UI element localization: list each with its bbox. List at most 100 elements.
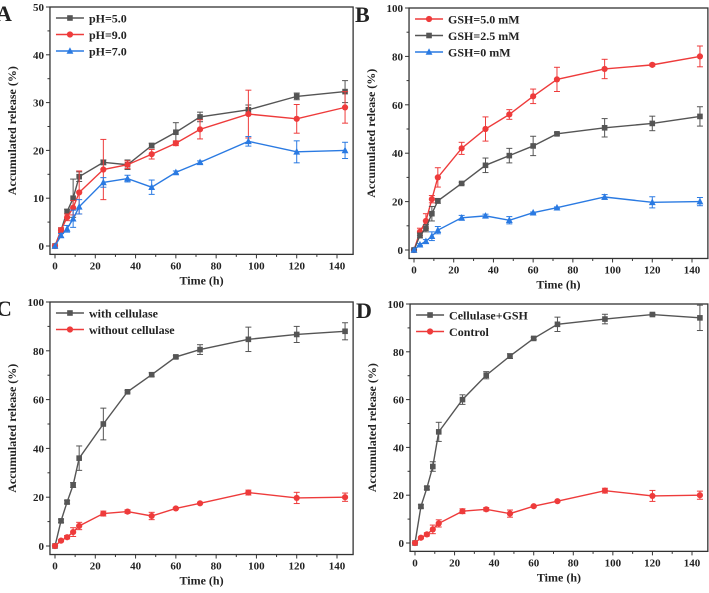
plot-frame [49,6,354,256]
circle-marker [428,196,435,203]
triangle-marker [75,203,83,210]
x-axis-label: Time (h) [179,273,223,287]
x-tick-label: 60 [170,561,182,573]
triangle-marker [410,246,418,253]
x-tick-label: 40 [488,264,500,276]
x-tick-label: 120 [288,260,305,272]
square-marker [427,312,433,318]
series-cellulase-gsh [412,304,703,546]
series-control [411,487,704,547]
x-tick-label: 80 [211,561,223,573]
square-marker [245,336,252,343]
panel-label: C [0,296,12,321]
y-tick-label: 100 [27,297,44,309]
circle-marker [553,76,561,83]
y-tick-label: 40 [33,443,45,455]
square-marker [124,388,131,395]
x-axis-label: Time (h) [179,574,223,588]
x-tick-label: 80 [568,557,580,569]
triangle-marker [458,214,466,221]
square-marker [649,311,656,318]
y-tick-label: 40 [392,148,404,160]
square-marker [100,421,107,427]
triangle-marker [648,198,656,206]
legend-label: GSH=0 mM [448,46,511,60]
triangle-marker [196,158,204,166]
y-tick-label: 80 [33,346,45,358]
square-marker [417,232,423,239]
circle-marker [57,227,65,234]
panel-label: D [356,298,372,323]
y-axis-label: Accumulated release (%) [5,66,19,195]
x-tick-label: 100 [604,264,621,276]
x-tick-label: 140 [684,264,701,276]
series-gsh-0-mm [410,193,704,253]
panel-A: 0 20 40 60 80 100 120 140 0 10 20 30 40 50 Time (h) Acc… [0,1,354,287]
triangle-marker [416,240,424,248]
triangle-marker [244,137,252,145]
x-tick-label: 40 [130,561,142,573]
y-tick-label: 50 [33,2,45,14]
triangle-marker [425,48,433,55]
legend-label: GSH=2.5 mM [448,29,520,43]
x-tick-label: 20 [448,264,460,276]
square-marker [601,124,608,131]
triangle-marker [124,174,131,182]
x-tick-label: 120 [288,561,305,573]
square-marker [70,195,76,201]
circle-marker [57,537,65,544]
circle-marker [426,328,434,335]
square-marker [148,371,155,378]
x-tick-label: 0 [412,557,418,569]
circle-marker [434,174,441,181]
y-tick-label: 100 [388,299,405,311]
circle-marker [172,505,179,512]
square-marker [530,335,537,342]
circle-marker [530,503,537,510]
circle-marker [245,110,252,118]
x-tick-label: 40 [489,557,501,569]
circle-marker [245,489,252,496]
square-marker [342,328,348,335]
circle-marker [76,189,83,196]
x-tick-label: 40 [130,260,142,272]
x-tick-label: 60 [528,264,540,276]
y-tick-label: 100 [387,3,404,15]
panel-B: 0 20 40 60 80 100 120 140 0 20 40 60 80 100 Time (h) Ac… [355,2,709,291]
circle-marker [148,151,155,158]
legend-item: GSH=5.0 mM [415,13,520,27]
square-marker [482,162,489,169]
square-marker [507,353,513,359]
circle-marker [76,522,83,530]
triangle-marker [529,208,537,216]
panel-D: 0 20 40 60 80 100 120 140 0 20 40 60 80 100 Time (h) Ac… [356,298,709,584]
square-marker [435,198,441,204]
circle-marker [63,534,71,541]
x-tick-label: 120 [644,557,661,569]
y-tick-label: 20 [33,145,45,157]
legend-label: pH=7.0 [89,45,127,59]
square-marker [458,180,465,187]
plot-frame [409,303,709,553]
circle-marker [100,166,107,173]
x-tick-label: 20 [90,260,102,272]
circle-marker [458,145,465,152]
circle-marker [293,494,300,502]
triangle-marker [553,203,561,211]
x-tick-label: 100 [248,260,265,272]
circle-marker [172,140,179,147]
square-marker [173,129,179,136]
square-marker [649,120,656,127]
square-marker [58,518,64,524]
series-gsh-2-5-mm [411,106,703,253]
square-marker [554,321,561,328]
triangle-marker [428,232,436,240]
circle-marker [124,508,131,515]
triangle-marker [99,178,107,186]
x-tick-label: 80 [211,260,223,272]
triangle-marker [63,224,71,232]
y-tick-label: 20 [392,197,404,209]
legend-item: with cellulase [55,307,159,321]
triangle-marker [69,214,77,222]
